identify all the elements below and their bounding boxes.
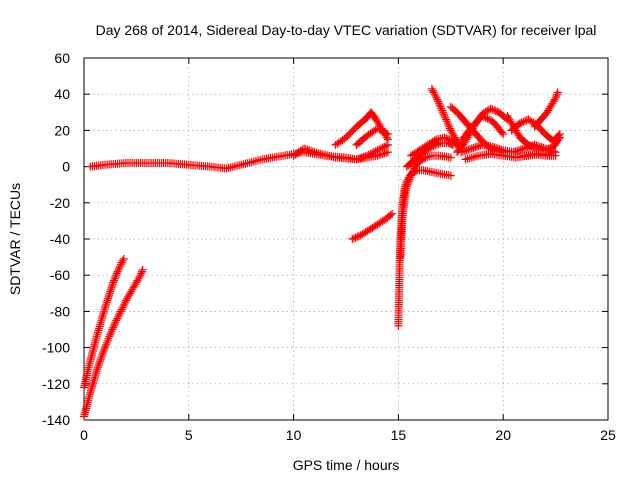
y-tick-label: -40 xyxy=(50,231,70,247)
y-tick-label: -20 xyxy=(50,195,70,211)
series-markers xyxy=(352,124,392,149)
series-arc-day-b xyxy=(289,140,392,164)
y-tick-label: -140 xyxy=(42,412,70,428)
x-tick-label: 5 xyxy=(185,427,193,443)
series-markers xyxy=(427,84,466,153)
series-arc-early-a xyxy=(80,254,128,392)
series-markers xyxy=(530,88,562,131)
series-markers xyxy=(457,111,508,146)
x-axis-label: GPS time / hours xyxy=(293,457,400,473)
series-markers xyxy=(520,149,560,160)
series-arc-noon-loop-b xyxy=(352,124,392,149)
x-tick-label: 10 xyxy=(286,427,302,443)
y-tick-label: 60 xyxy=(54,50,70,66)
series-arc-end-low xyxy=(520,149,560,160)
y-axis-label: SDTVAR / TECUs xyxy=(7,183,23,295)
x-tick-label: 25 xyxy=(600,427,616,443)
series-markers xyxy=(507,115,564,146)
y-tick-label: 20 xyxy=(54,122,70,138)
series-arc-early-b xyxy=(80,265,147,421)
series-arc-end-rise xyxy=(530,88,562,131)
y-tick-label: -80 xyxy=(50,303,70,319)
y-tick-label: -60 xyxy=(50,267,70,283)
y-tick-label: 40 xyxy=(54,86,70,102)
series-markers xyxy=(348,209,397,243)
chart-title: Day 268 of 2014, Sidereal Day-to-day VTE… xyxy=(96,22,597,38)
series-arc-rise-a xyxy=(402,139,457,171)
y-tick-label: 0 xyxy=(62,159,70,175)
series-arc-late-hump-c xyxy=(507,115,564,146)
series-arc-peak-1 xyxy=(427,84,466,153)
ticks: 0 5 10 15 20 25 -140 -120 -100 -80 -60 -40 -20 0 20 40 6… xyxy=(42,50,616,443)
grid xyxy=(84,58,608,420)
series-markers xyxy=(402,139,457,171)
y-tick-label: -100 xyxy=(42,340,70,356)
series-markers xyxy=(80,254,128,392)
series-markers xyxy=(396,151,455,262)
series-markers xyxy=(80,265,147,421)
series-arc-late-hump-b xyxy=(457,111,508,146)
series-markers xyxy=(289,140,392,164)
y-tick-label: -120 xyxy=(42,376,70,392)
x-tick-label: 0 xyxy=(80,427,88,443)
series-arc-noon-low xyxy=(348,209,397,243)
series-arc-spike-b xyxy=(396,151,455,262)
data-points xyxy=(80,84,564,421)
x-tick-label: 20 xyxy=(495,427,511,443)
x-tick-label: 15 xyxy=(391,427,407,443)
